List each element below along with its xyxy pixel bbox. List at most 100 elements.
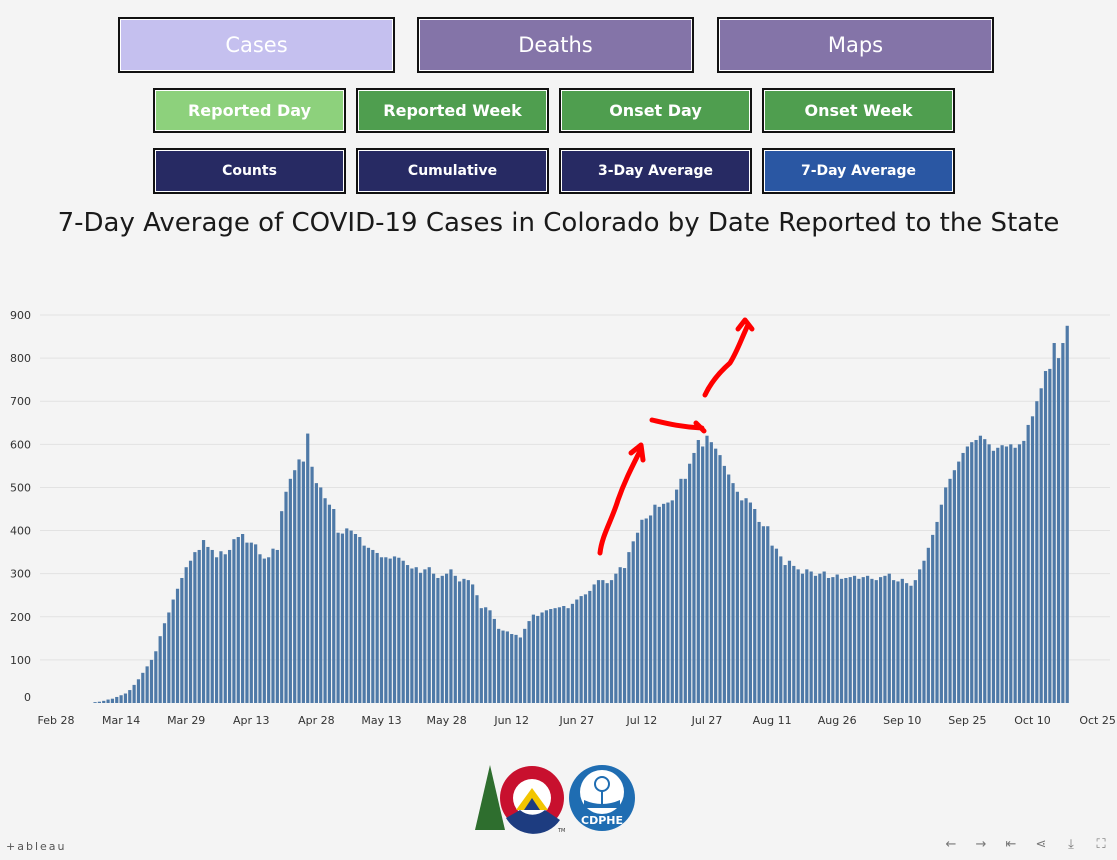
bar[interactable] (175, 588, 180, 703)
bar[interactable] (1017, 444, 1022, 703)
bar[interactable] (349, 530, 353, 703)
bar[interactable] (1035, 401, 1039, 703)
bar[interactable] (431, 573, 436, 703)
bar[interactable] (913, 580, 917, 703)
bar[interactable] (453, 575, 457, 703)
bar[interactable] (557, 607, 562, 703)
bar[interactable] (627, 552, 631, 703)
bar[interactable] (1004, 446, 1009, 703)
bar[interactable] (609, 580, 614, 703)
reported-day-button[interactable]: Reported Day (153, 88, 346, 133)
bar[interactable] (514, 634, 518, 703)
bar[interactable] (718, 455, 722, 703)
bar[interactable] (345, 528, 349, 703)
bar[interactable] (774, 548, 779, 703)
bar[interactable] (931, 534, 935, 703)
bar[interactable] (531, 614, 535, 703)
bar[interactable] (145, 666, 149, 703)
bar[interactable] (149, 659, 154, 703)
bar[interactable] (696, 440, 700, 703)
bar[interactable] (839, 578, 844, 703)
bar[interactable] (201, 540, 206, 703)
bar[interactable] (523, 628, 527, 703)
bar[interactable] (488, 610, 492, 703)
bar[interactable] (939, 504, 943, 703)
bar[interactable] (262, 558, 266, 703)
bar[interactable] (792, 565, 796, 703)
bar[interactable] (622, 568, 627, 703)
bar[interactable] (905, 583, 909, 703)
bar[interactable] (171, 599, 175, 703)
tableau-brand[interactable]: +ableau (6, 840, 67, 853)
bar[interactable] (102, 700, 106, 703)
bar[interactable] (401, 560, 405, 703)
bar[interactable] (527, 621, 531, 703)
bar[interactable] (701, 446, 705, 703)
bar[interactable] (445, 573, 449, 703)
bar[interactable] (458, 581, 462, 703)
onset-day-button[interactable]: Onset Day (559, 88, 752, 133)
bar[interactable] (848, 577, 852, 703)
bar[interactable] (93, 702, 97, 703)
bar[interactable] (766, 526, 770, 703)
bar[interactable] (614, 573, 618, 703)
cumulative-button[interactable]: Cumulative (356, 148, 549, 194)
bar[interactable] (553, 608, 557, 703)
bar[interactable] (162, 623, 167, 703)
bar[interactable] (922, 560, 926, 703)
bar[interactable] (366, 547, 371, 703)
bar[interactable] (666, 502, 670, 703)
bar[interactable] (662, 503, 666, 703)
bar[interactable] (462, 578, 466, 703)
bar[interactable] (271, 548, 275, 703)
bar[interactable] (471, 584, 475, 703)
onset-week-button[interactable]: Onset Week (762, 88, 955, 133)
bar[interactable] (267, 557, 271, 703)
bar[interactable] (232, 539, 236, 703)
bar[interactable] (900, 578, 904, 703)
bar[interactable] (740, 500, 744, 703)
bar[interactable] (362, 545, 366, 703)
bar[interactable] (440, 575, 444, 703)
cases-button[interactable]: Cases (118, 17, 395, 73)
bar[interactable] (835, 574, 839, 703)
bar[interactable] (1030, 416, 1035, 703)
bar[interactable] (405, 565, 410, 703)
bar[interactable] (909, 585, 913, 703)
bar[interactable] (128, 690, 132, 703)
bar[interactable] (805, 569, 809, 703)
bar[interactable] (475, 595, 479, 703)
bar[interactable] (228, 549, 232, 703)
bar[interactable] (518, 637, 522, 703)
bar[interactable] (371, 549, 375, 703)
bar[interactable] (241, 534, 245, 703)
bar[interactable] (536, 615, 540, 703)
bar[interactable] (588, 590, 592, 703)
bar[interactable] (492, 618, 496, 703)
bar[interactable] (705, 435, 709, 703)
bar[interactable] (635, 532, 640, 703)
bar[interactable] (601, 580, 605, 703)
counts-button[interactable]: Counts (153, 148, 346, 194)
bar[interactable] (214, 557, 219, 703)
bar[interactable] (800, 573, 805, 703)
bar[interactable] (540, 612, 544, 703)
bar[interactable] (379, 557, 384, 703)
bar[interactable] (375, 552, 379, 703)
bar[interactable] (714, 448, 718, 703)
bar[interactable] (818, 573, 822, 703)
bar[interactable] (97, 701, 101, 703)
bar[interactable] (219, 551, 223, 703)
maps-button[interactable]: Maps (717, 17, 994, 73)
bar[interactable] (562, 606, 566, 703)
bar[interactable] (744, 498, 748, 703)
three-day-average-button[interactable]: 3-Day Average (559, 148, 752, 194)
bar[interactable] (180, 577, 184, 703)
bar[interactable] (288, 478, 292, 703)
bar[interactable] (952, 470, 956, 703)
bar[interactable] (978, 435, 983, 703)
bar[interactable] (575, 599, 579, 703)
bar[interactable] (852, 575, 857, 703)
bar[interactable] (640, 519, 644, 703)
bar[interactable] (861, 577, 865, 703)
